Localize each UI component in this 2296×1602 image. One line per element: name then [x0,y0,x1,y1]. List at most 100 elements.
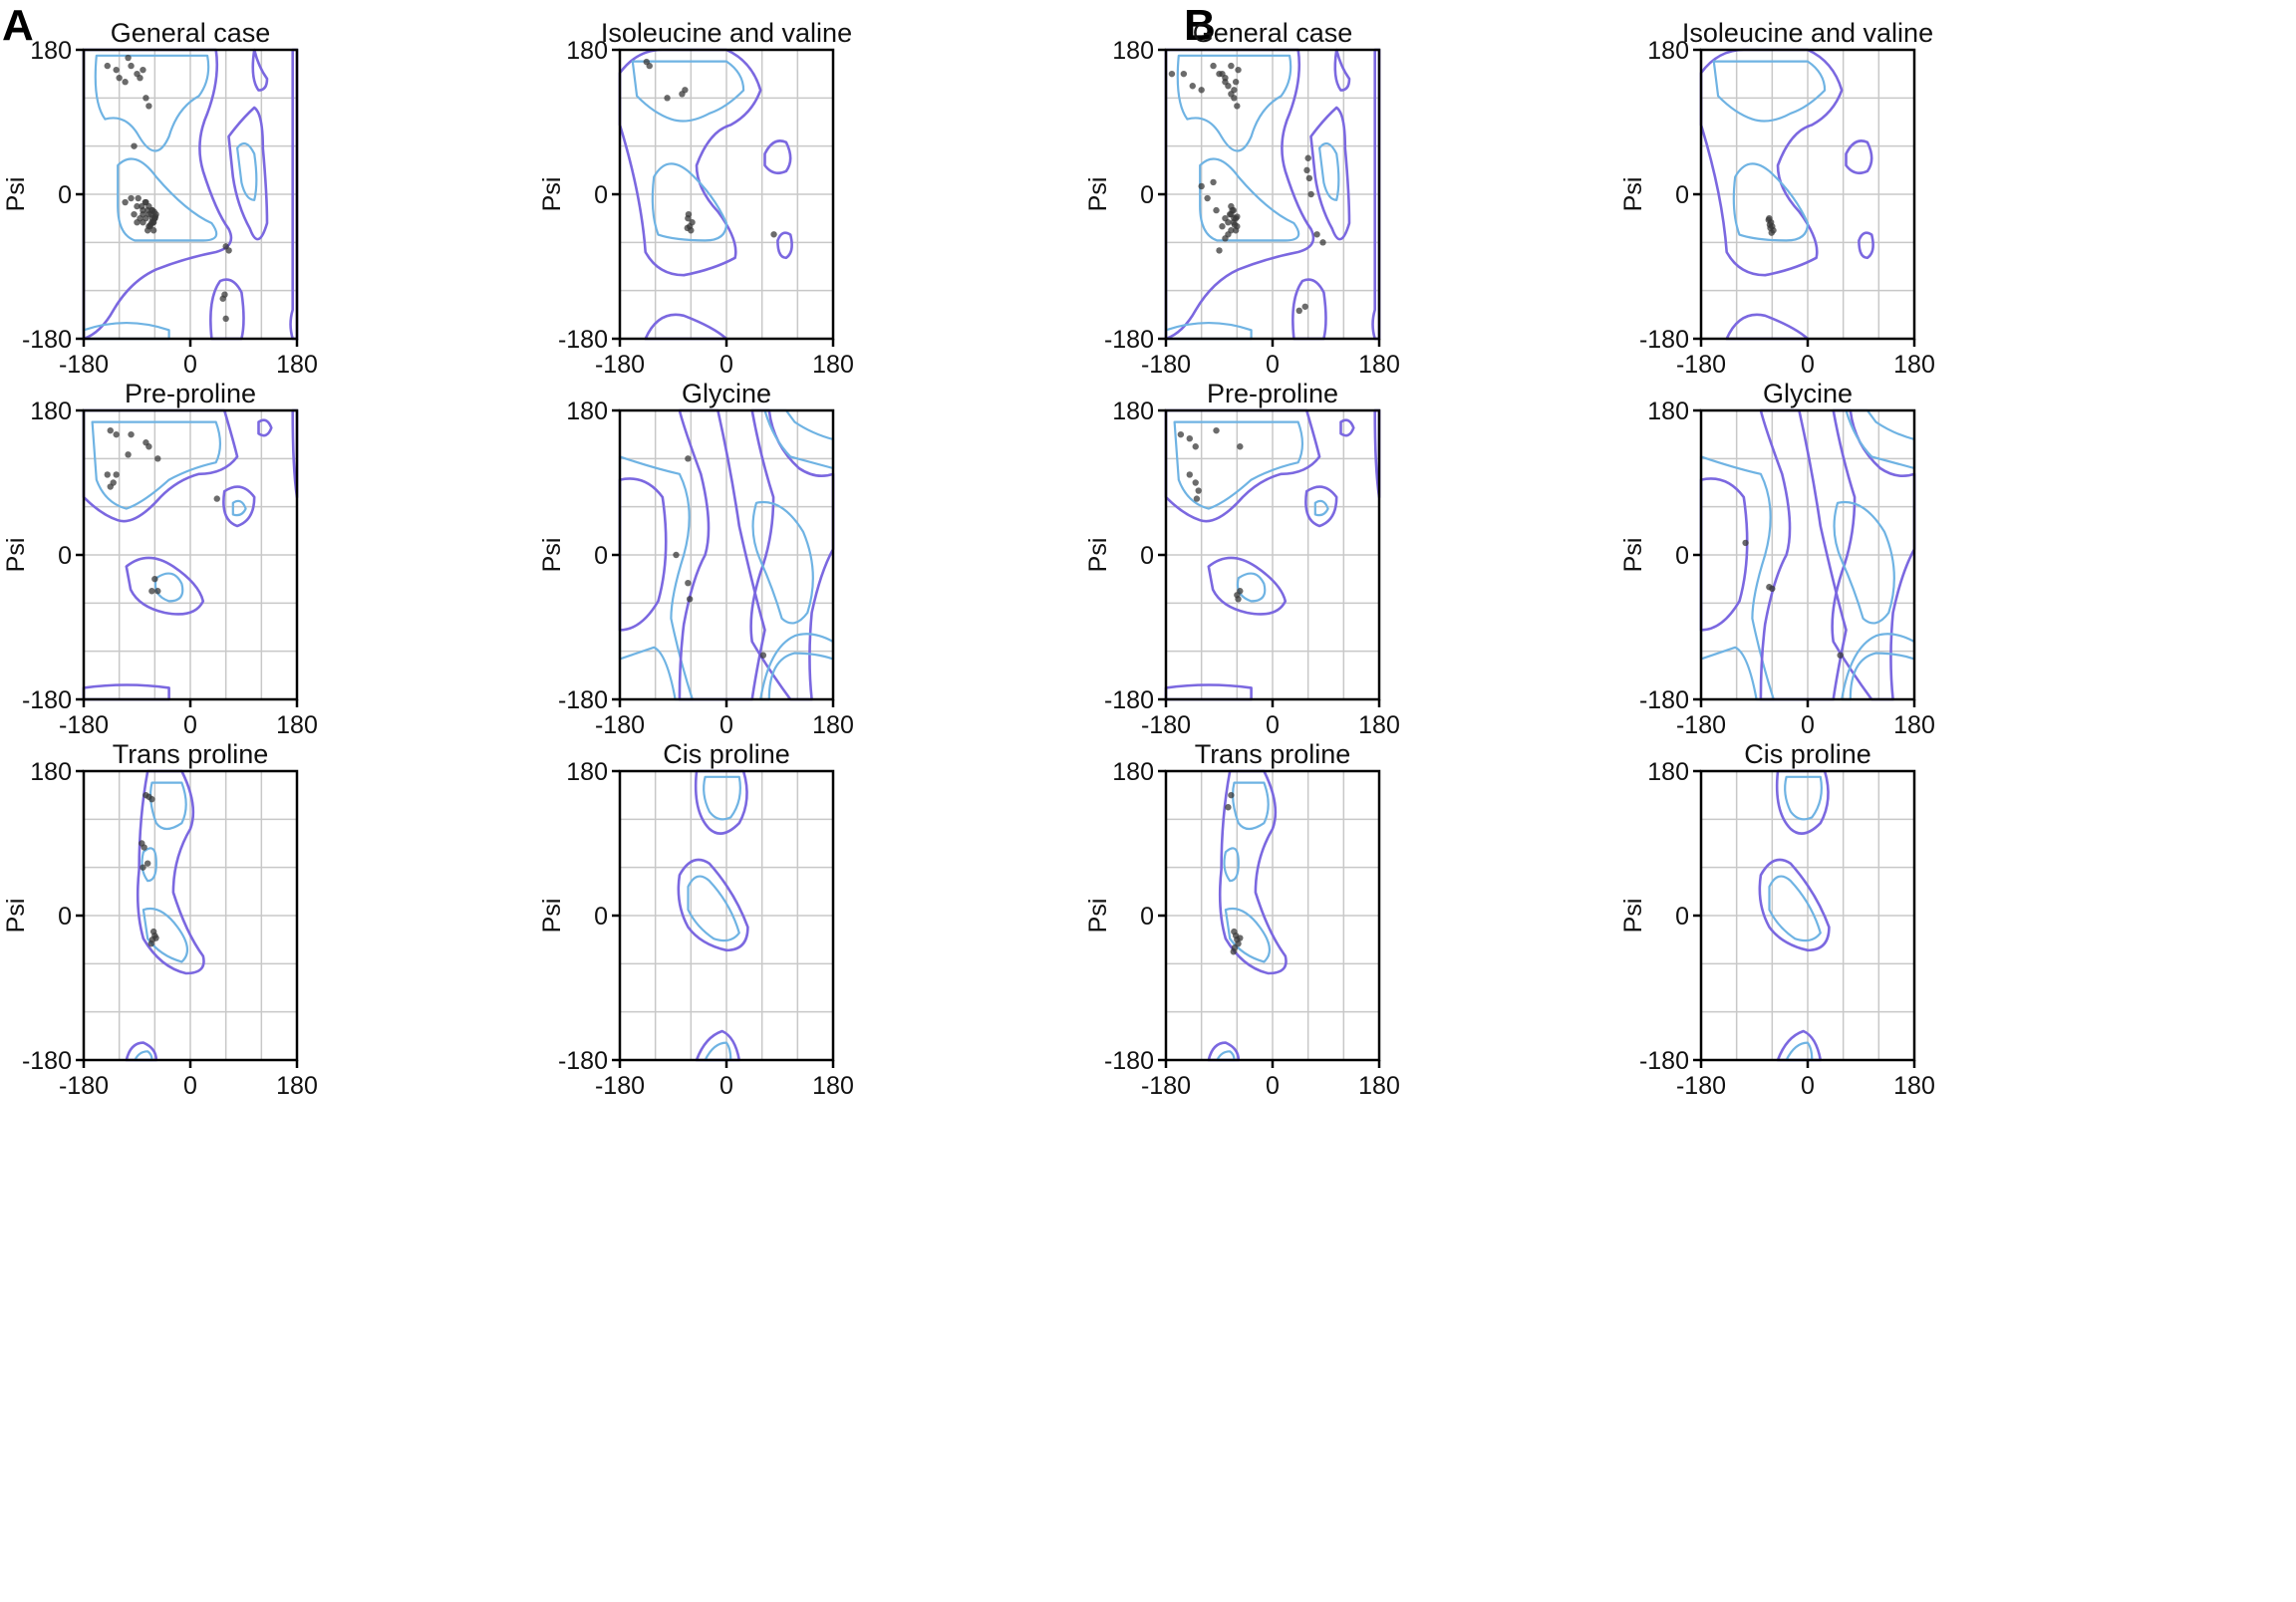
y-axis-label: Psi [1084,177,1112,212]
data-point [1216,247,1223,254]
data-point [1235,66,1242,74]
data-point [1213,426,1220,434]
data-point [1232,79,1240,86]
inner-contour [1216,1050,1236,1062]
x-tick-label: -180 [1141,711,1191,739]
outer-contour [1759,408,1848,701]
inner-contour [134,1050,153,1062]
data-point [131,142,138,149]
data-point [213,495,220,502]
y-axis-label: Psi [538,177,566,212]
outer-contour [1776,1029,1823,1062]
inner-contour [1164,321,1253,341]
y-tick-label: 0 [594,903,608,931]
inner-contour [1712,60,1827,123]
y-axis-label: Psi [1084,899,1112,934]
data-point [104,471,111,478]
x-tick-label: -180 [1676,351,1726,379]
x-tick-label: -180 [59,351,109,379]
y-tick-label: 0 [1140,903,1154,931]
inner-contour [91,420,222,510]
data-point [1204,194,1211,202]
x-tick-label: 0 [183,1072,197,1100]
ramachandran-plot: -180 0 180 -180 0 180 Trans proline Psi [1084,739,1400,1100]
inner-contour [1785,1041,1814,1062]
outer-contour [1309,106,1351,241]
data-point [1235,596,1242,603]
data-point [113,66,120,74]
data-point [1319,239,1326,246]
data-point [1198,182,1205,190]
outer-contour [694,769,748,835]
data-point [1177,430,1185,438]
x-tick-label: -180 [1141,351,1191,379]
inner-contour [1833,500,1895,625]
data-point [1192,479,1199,486]
x-tick-label: -180 [59,1072,109,1100]
inner-contour [703,775,741,821]
density-contours [82,408,299,701]
y-axis-label: Psi [1619,177,1647,212]
outer-contour [82,408,239,523]
y-axis-label: Psi [2,538,30,573]
data-point [1222,235,1229,242]
data-point [759,652,767,659]
inner-contour [1224,908,1271,963]
ramachandran-plot: -180 0 180 -180 0 180 General case Psi [2,18,318,379]
inner-contour [1784,775,1823,821]
outer-contour [678,408,766,701]
data-point [1232,227,1240,234]
data-point [134,202,141,210]
outer-contour [1858,231,1874,260]
y-axis-label: Psi [1084,538,1112,573]
inner-contour [1318,141,1340,201]
x-tick-label: 0 [719,351,733,379]
data-point [689,218,696,226]
ramachandran-plot: -180 0 180 -180 0 180 Trans proline Psi [2,739,318,1100]
y-tick-label: 0 [1140,542,1154,570]
outer-contour [1207,556,1288,616]
data-points [643,58,777,238]
inner-contour [142,908,188,963]
outer-contour [1218,769,1288,975]
density-contours [618,48,793,341]
data-point [1225,218,1232,226]
plot-title: Trans proline [113,739,269,769]
y-tick-label: -180 [1104,326,1154,354]
data-point [1213,206,1220,214]
data-point [131,210,138,218]
data-points [673,455,767,659]
ramachandran-plot: -180 0 180 -180 0 180 Pre-proline Psi [2,379,318,739]
density-contours [677,769,749,1062]
plot-title: Isoleucine and valine [1682,18,1933,48]
plot-title: Isoleucine and valine [601,18,852,48]
x-tick-label: 0 [1801,351,1815,379]
data-point [1313,231,1320,238]
data-point [140,864,146,871]
data-point [152,934,159,941]
x-tick-label: 180 [1358,1072,1400,1100]
plot-title: Trans proline [1195,739,1351,769]
outer-contour [136,769,205,975]
outer-contour [644,313,728,341]
data-point [219,295,226,302]
ramachandran-plot: -180 0 180 -180 0 180 Cis proline Psi [538,739,854,1100]
x-tick-label: 180 [812,351,854,379]
density-contours [125,769,205,1062]
data-point [685,579,692,587]
plot-title: General case [1193,18,1353,48]
data-point [148,206,156,214]
x-tick-label: -180 [595,711,645,739]
outer-contour [1699,48,1844,277]
data-point [685,455,692,462]
y-tick-label: -180 [22,686,72,714]
data-point [1228,202,1235,210]
y-tick-label: 180 [1112,398,1154,425]
y-tick-label: 0 [1675,903,1689,931]
data-point [1765,216,1772,223]
data-point [128,194,135,202]
panel-letter-a: A [2,1,34,50]
data-point [128,62,135,70]
data-point [144,227,151,234]
